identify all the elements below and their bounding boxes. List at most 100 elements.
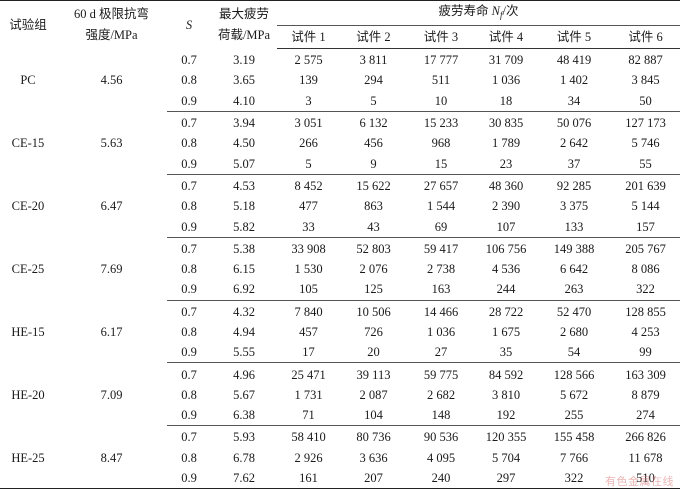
group-name: HE-15 xyxy=(11,325,45,339)
fatigue-life-specimen-6: 266 826 xyxy=(625,430,666,445)
fatigue-life-specimen-2: 52 803 xyxy=(356,241,391,256)
fatigue-life-specimen-1: 58 410 xyxy=(291,430,326,445)
flexural-strength: 5.63 xyxy=(100,136,123,151)
fatigue-life-specimen-4: 1 675 xyxy=(491,325,521,339)
stress-ratio: 0.8 xyxy=(181,387,197,402)
fatigue-life-specimen-6: 82 887 xyxy=(628,53,663,68)
fatigue-life-specimen-4: 107 xyxy=(475,216,537,238)
fatigue-life-specimen-1: 161 xyxy=(299,471,318,486)
group-name: PC xyxy=(20,73,36,88)
table-row: 0.8 5.67 1 731 2 087 2 682 3 810 5 672 8 879 xyxy=(0,385,680,405)
fatigue-life-specimen-3: 968 xyxy=(431,136,451,151)
fatigue-life-specimen-1: 17 xyxy=(277,342,340,364)
header-strength-line1: 60 d 极限抗弯 xyxy=(73,6,149,21)
max-fatigue-load: 4.50 xyxy=(233,136,255,151)
header-group: 试验组 xyxy=(9,17,47,32)
table-row: HE-15 6.17 0.7 4.32 7 840 10 506 14 466 28 722 5… xyxy=(0,300,680,339)
stress-ratio: 0.9 xyxy=(167,405,211,427)
fatigue-life-specimen-2: 3 811 xyxy=(359,53,388,68)
table-row: 0.9 5.07 5 9 15 23 37 55 xyxy=(0,153,680,175)
fatigue-life-specimen-1: 457 xyxy=(299,325,318,339)
fatigue-life-specimen-2: 9 xyxy=(340,153,407,175)
fatigue-life-specimen-4: 106 756 xyxy=(485,241,527,256)
flexural-strength: 8.47 xyxy=(100,450,123,465)
fatigue-life-specimen-6: 11 678 xyxy=(628,450,663,465)
fatigue-life-specimen-2: 863 xyxy=(364,199,383,214)
stress-ratio: 0.8 xyxy=(181,199,197,214)
fatigue-life-specimen-5: 50 076 xyxy=(556,116,592,131)
fatigue-life-specimen-2: 6 132 xyxy=(359,116,388,131)
fatigue-life-specimen-1: 25 471 xyxy=(291,367,326,382)
fatigue-life-specimen-1: 3 051 xyxy=(294,116,323,131)
fatigue-life-specimen-6: 4 253 xyxy=(631,325,660,339)
fatigue-life-specimen-3: 69 xyxy=(407,216,475,238)
fatigue-life-specimen-2: 2 076 xyxy=(359,262,388,277)
max-fatigue-load: 7.62 xyxy=(233,471,255,486)
fatigue-life-specimen-2: 125 xyxy=(340,279,407,301)
fatigue-life-specimen-4: 2 390 xyxy=(491,199,521,214)
fatigue-life-specimen-1: 7 840 xyxy=(294,304,323,319)
fatigue-life-specimen-2: 5 xyxy=(340,90,407,112)
group-name: CE-25 xyxy=(11,262,45,277)
fatigue-life-specimen-6: 157 xyxy=(611,216,680,238)
table-row: 0.8 4.50 266 456 968 1 789 2 642 5 746 xyxy=(0,133,680,153)
stress-ratio: 0.8 xyxy=(181,136,197,151)
header-specimen-3: 试件 3 xyxy=(407,25,475,49)
fatigue-life-specimen-4: 84 592 xyxy=(488,367,524,382)
fatigue-life-specimen-2: 104 xyxy=(340,405,407,427)
fatigue-life-specimen-3: 27 xyxy=(407,342,475,364)
fatigue-life-specimen-5: 7 766 xyxy=(559,450,589,465)
stress-ratio: 0.8 xyxy=(181,73,197,88)
header-specimen-5: 试件 5 xyxy=(537,25,611,49)
fatigue-life-specimen-4: 18 xyxy=(475,90,537,112)
table-row: CE-15 5.63 0.7 3.94 3 051 6 132 15 233 30 835 50… xyxy=(0,111,680,150)
fatigue-life-specimen-5: 54 xyxy=(537,342,611,364)
fatigue-life-specimen-2: 10 506 xyxy=(356,304,391,319)
table-row: 0.8 6.78 2 926 3 636 4 095 5 704 7 766 11 678 xyxy=(0,448,680,468)
fatigue-life-specimen-3: 4 095 xyxy=(426,450,456,465)
fatigue-life-specimen-6: 99 xyxy=(611,342,680,364)
header-strength-line2: 强度/MPa xyxy=(85,27,138,42)
fatigue-life-specimen-3: 15 233 xyxy=(423,116,459,131)
header-specimen-1: 试件 1 xyxy=(277,25,340,49)
fatigue-life-specimen-5: 3 375 xyxy=(559,199,589,214)
table-row: 0.9 4.10 3 5 10 18 34 50 xyxy=(0,90,680,112)
fatigue-life-specimen-3: 240 xyxy=(431,471,451,486)
stress-ratio: 0.7 xyxy=(181,116,197,131)
max-fatigue-load: 4.94 xyxy=(233,325,255,339)
fatigue-life-specimen-5: 263 xyxy=(537,279,611,301)
header-specimen-6: 试件 6 xyxy=(611,25,680,49)
fatigue-life-specimen-2: 39 113 xyxy=(356,367,391,382)
stress-ratio: 0.7 xyxy=(181,367,197,382)
fatigue-life-specimen-1: 105 xyxy=(277,279,340,301)
max-fatigue-load: 5.93 xyxy=(233,430,255,445)
fatigue-life-specimen-6: 8 879 xyxy=(631,387,660,402)
fatigue-life-specimen-4: 30 835 xyxy=(488,116,524,131)
fatigue-life-specimen-4: 48 360 xyxy=(488,178,524,193)
fatigue-life-specimen-5: 128 566 xyxy=(553,367,595,382)
fatigue-life-specimen-2: 294 xyxy=(364,73,383,88)
stress-ratio: 0.9 xyxy=(181,471,197,486)
group-name: CE-20 xyxy=(11,199,45,214)
fatigue-life-specimen-1: 1 731 xyxy=(294,387,323,402)
header-max-load: 最大疲劳 荷载/MPa xyxy=(211,1,277,49)
fatigue-life-specimen-4: 5 704 xyxy=(491,450,521,465)
fatigue-life-specimen-2: 207 xyxy=(364,471,383,486)
fatigue-life-specimen-6: 3 845 xyxy=(631,73,660,88)
fatigue-life-specimen-2: 2 087 xyxy=(359,387,388,402)
table-row: 0.8 6.15 1 530 2 076 2 738 4 536 6 642 8 086 xyxy=(0,259,680,279)
fatigue-life-specimen-5: 149 388 xyxy=(553,241,595,256)
fatigue-life-specimen-1: 33 908 xyxy=(291,241,326,256)
stress-ratio: 0.9 xyxy=(167,153,211,175)
stress-ratio: 0.9 xyxy=(167,216,211,238)
fatigue-life-specimen-3: 511 xyxy=(431,73,451,88)
fatigue-life-specimen-6: 55 xyxy=(611,153,680,175)
header-load-line1: 最大疲劳 xyxy=(218,6,269,21)
max-fatigue-load: 5.07 xyxy=(211,153,277,175)
max-fatigue-load: 5.55 xyxy=(211,342,277,364)
table-row: 0.9 5.82 33 43 69 107 133 157 xyxy=(0,216,680,238)
group-name: HE-25 xyxy=(11,450,45,465)
max-fatigue-load: 5.82 xyxy=(211,216,277,238)
table-row: CE-20 6.47 0.7 4.53 8 452 15 622 27 657 48 360 9… xyxy=(0,174,680,213)
fatigue-life-specimen-3: 59 417 xyxy=(423,241,459,256)
